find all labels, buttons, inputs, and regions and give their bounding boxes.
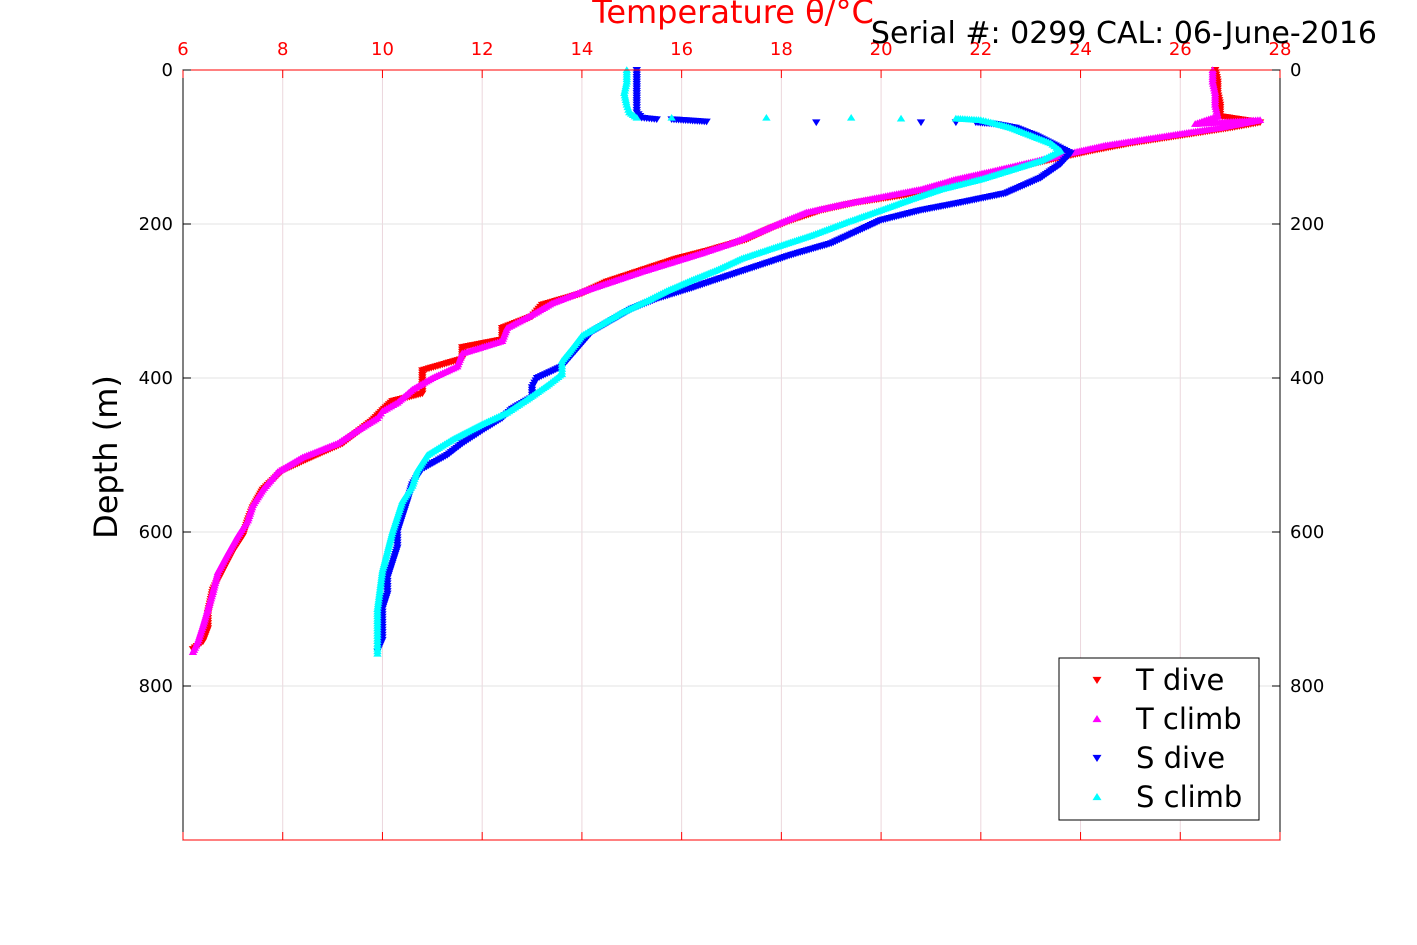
y-tick-label-right: 600 [1290,522,1324,543]
legend-marker [1092,676,1102,685]
x-tick-label: 12 [471,39,494,60]
series-t-climb [188,66,1265,656]
data-point [896,114,906,122]
x-tick-label: 22 [969,39,992,60]
x-tick-label: 18 [770,39,793,60]
x-tick-label: 14 [570,39,593,60]
data-point [846,113,856,121]
x-tick-label: 10 [371,39,394,60]
data-point [188,648,198,656]
legend-label: T dive [1135,663,1224,697]
data-point [916,119,926,127]
legend-marker [1092,754,1102,763]
serial-calibration-label: Serial #: 0299 CAL: 06-June-2016 [871,16,1377,51]
x-tick-label: 8 [277,39,288,60]
y-tick-label-right: 200 [1290,214,1324,235]
y-tick-label-right: 400 [1290,368,1324,389]
chart-title: Temperature θ/°C [591,0,874,31]
x-tick-label: 20 [870,39,893,60]
data-point [762,113,771,121]
data-point [632,113,641,121]
y-tick-label-left: 0 [162,60,173,81]
x-tick-label: 28 [1269,39,1292,60]
data-point [812,119,821,127]
series-s-climb [373,66,1065,657]
data-points [188,66,1265,657]
data-point [702,118,711,126]
legend-label: S dive [1136,741,1225,775]
y-tick-label-left: 800 [139,676,173,697]
data-point [652,116,661,124]
y-tick-label-right: 0 [1290,60,1301,81]
legend-marker [1092,714,1102,723]
x-tick-label: 16 [670,39,693,60]
y-tick-label-right: 800 [1290,676,1324,697]
y-tick-label-left: 600 [139,522,173,543]
x-tick-label: 26 [1169,39,1192,60]
legend-box [1058,657,1260,821]
x-tick-label: 24 [1069,39,1092,60]
legend-marker [1092,792,1102,801]
data-point [373,649,382,657]
y-axis-label: Depth (m) [87,375,125,539]
legend-label: S climb [1136,780,1242,814]
data-point [667,113,676,121]
y-tick-label-left: 400 [139,368,173,389]
series-t-dive [188,67,1265,653]
y-tick-label-left: 200 [139,214,173,235]
series-s-dive [373,67,1075,656]
x-tick-label: 6 [177,39,188,60]
legend-label: T climb [1135,702,1242,736]
legend: T dive T climb S dive S climb [1058,657,1260,821]
